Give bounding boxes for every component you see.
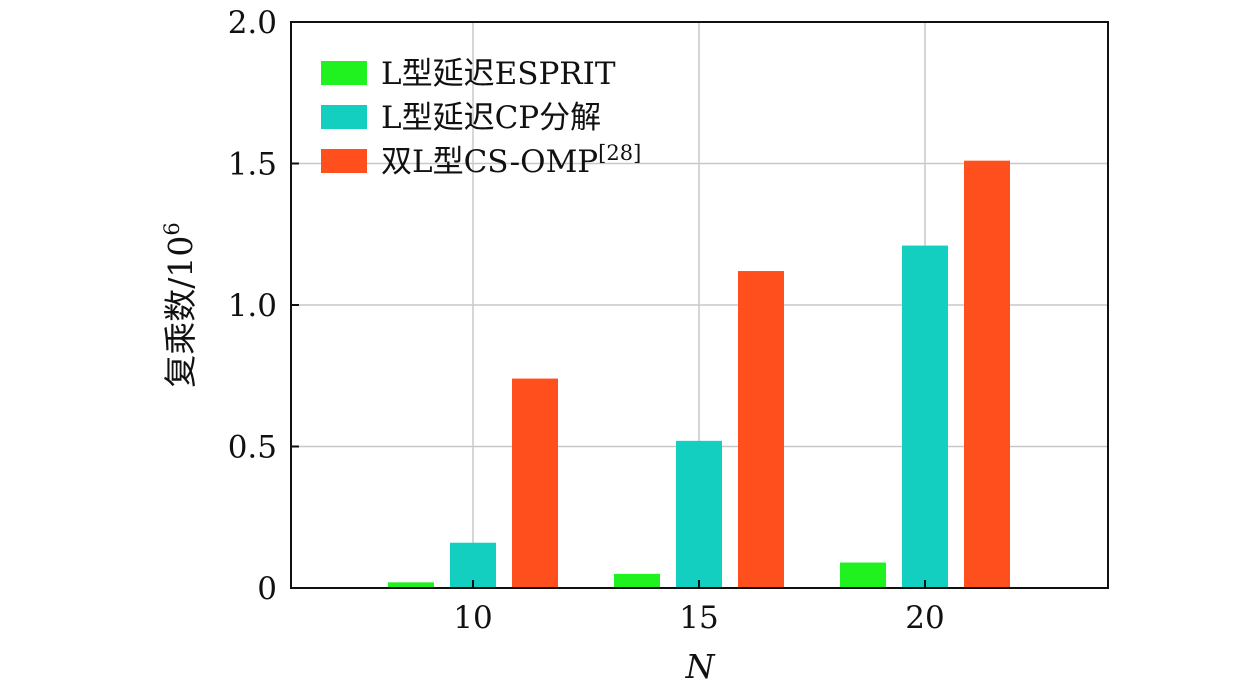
y-tick-label: 0 — [257, 571, 277, 607]
legend-label: 双L型CS-OMP[28] — [381, 141, 641, 180]
legend-swatch — [321, 149, 367, 173]
x-axis-ticks: 10 15 20 — [453, 580, 945, 636]
bar-series-1 — [614, 573, 660, 588]
legend-label: L型延迟ESPRIT — [381, 56, 616, 92]
bar-series-3 — [738, 271, 784, 588]
bar-series-3 — [964, 160, 1010, 589]
legend-swatch — [321, 61, 367, 85]
bar-series-2 — [902, 245, 948, 588]
legend-label: L型延迟CP分解 — [381, 100, 601, 136]
bar-series-1 — [388, 582, 434, 588]
bar-series-2 — [676, 440, 722, 588]
y-axis-title: 复乘数/106 — [160, 222, 200, 387]
y-tick-label: 1.0 — [228, 288, 277, 324]
bars — [388, 160, 1010, 589]
y-axis-ticks: 0 0.5 1.0 1.5 2.0 — [228, 5, 299, 607]
y-tick-label: 0.5 — [228, 430, 277, 466]
y-tick-label: 2.0 — [228, 5, 277, 41]
x-tick-label: 10 — [453, 600, 492, 636]
x-axis-title: N — [685, 647, 716, 685]
bar-series-3 — [512, 378, 558, 588]
legend-swatch — [321, 105, 367, 129]
y-tick-label: 1.5 — [228, 147, 277, 183]
y-axis-title-exponent: 6 — [160, 222, 184, 235]
bar-series-1 — [840, 562, 886, 588]
y-axis-title-text: 复乘数/10 — [161, 236, 200, 388]
x-tick-label: 15 — [679, 600, 718, 636]
x-tick-label: 20 — [905, 600, 944, 636]
